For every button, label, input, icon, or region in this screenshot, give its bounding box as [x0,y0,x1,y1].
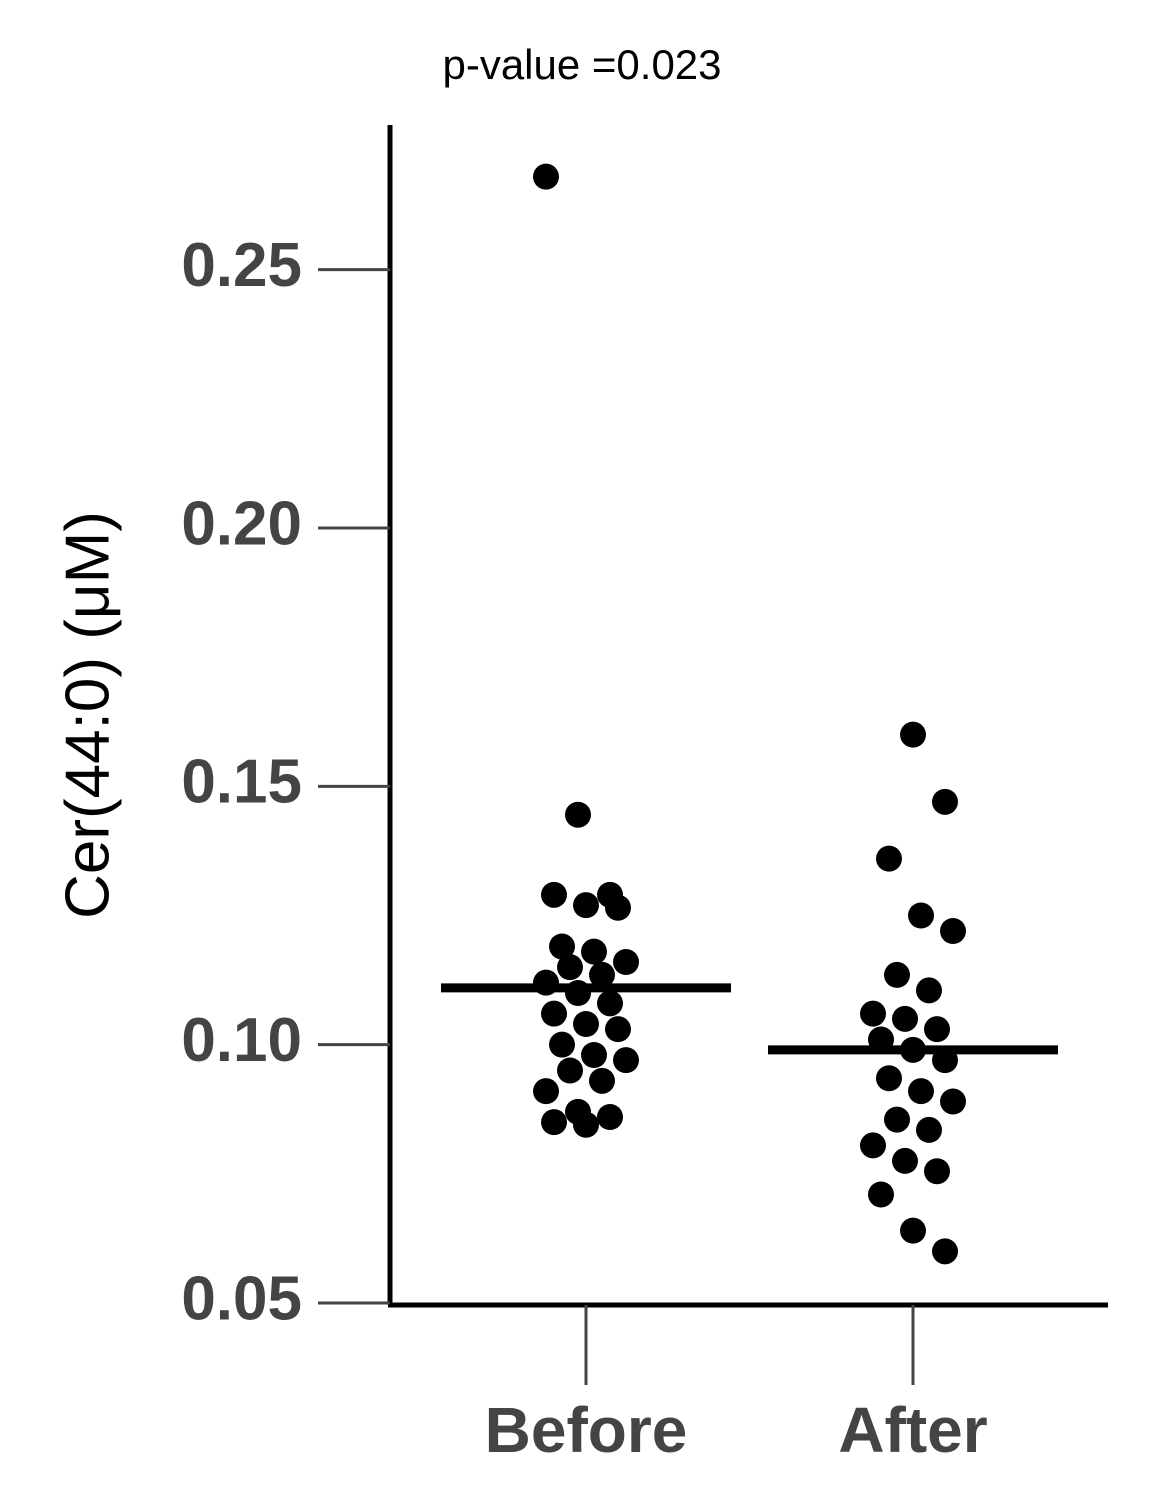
data-point [589,1067,615,1094]
data-point [533,1078,559,1105]
data-point [900,1217,926,1244]
data-point [573,892,599,919]
data-point [876,845,902,872]
data-point [557,1057,583,1084]
data-point [541,881,567,908]
x-tick-label: Before [485,1394,688,1466]
data-point [876,1065,902,1092]
data-point [549,1031,575,1058]
data-point [565,801,591,828]
data-point [597,990,623,1017]
data-point [940,918,966,944]
data-point [597,1104,623,1130]
data-point [892,1147,918,1174]
data-point [860,1132,886,1159]
y-tick-label: 0.15 [181,748,302,817]
data-point [908,1078,934,1105]
data-point [900,721,926,748]
y-axis-label: Cer(44:0) (μM) [53,511,122,919]
y-tick-label: 0.10 [181,1006,302,1075]
data-point [533,163,559,190]
data-point [581,1042,607,1068]
data-point [892,1005,918,1032]
data-point [581,938,607,965]
y-tick-label: 0.05 [181,1264,302,1333]
data-point [557,954,583,981]
data-point [908,902,934,929]
data-point [613,1047,639,1074]
data-point [613,949,639,975]
chart-title: p-value =0.023 [442,41,721,88]
data-point [573,1011,599,1037]
data-point [932,788,958,815]
data-point [916,1116,942,1143]
y-tick-label: 0.20 [181,489,302,558]
data-point [541,1109,567,1136]
data-point [884,961,910,988]
x-tick-label: After [838,1394,987,1466]
data-point [924,1016,950,1043]
data-point [549,933,575,960]
data-point [884,1106,910,1133]
data-point [940,1088,966,1115]
data-point [589,961,615,988]
data-point [932,1238,958,1265]
data-point [860,1000,886,1027]
data-point [916,977,942,1004]
data-point [868,1181,894,1208]
data-point [573,1111,599,1138]
y-tick-label: 0.25 [181,231,302,300]
data-point [605,1016,631,1043]
data-point [605,894,631,921]
data-point [924,1158,950,1185]
data-point [541,1000,567,1027]
